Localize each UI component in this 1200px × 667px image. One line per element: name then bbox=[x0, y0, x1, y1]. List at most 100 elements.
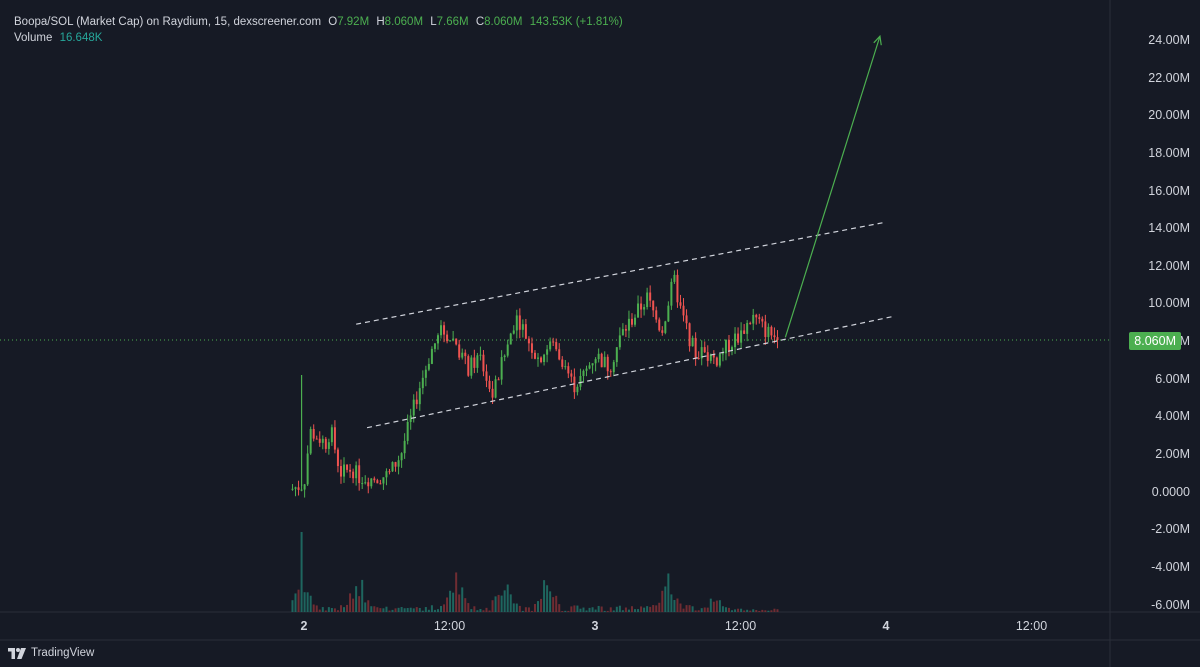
y-tick-label: 16.00M bbox=[1148, 183, 1190, 198]
candle-body bbox=[546, 349, 549, 355]
candle-body bbox=[397, 460, 400, 467]
volume-bar bbox=[630, 606, 633, 612]
volume-bar bbox=[770, 610, 773, 612]
volume-bar bbox=[470, 609, 473, 612]
last-price-tag: 8.060M bbox=[1129, 332, 1181, 350]
volume-bar bbox=[473, 606, 476, 612]
volume-bar bbox=[691, 606, 694, 612]
volume-bar bbox=[549, 591, 552, 612]
legend-volume-row: Volume 16.648K bbox=[14, 30, 623, 46]
volume-bar bbox=[555, 595, 558, 612]
volume-bar bbox=[752, 609, 755, 612]
volume-bar bbox=[476, 610, 479, 612]
candle-body bbox=[440, 325, 443, 336]
candle-body bbox=[497, 379, 500, 381]
volume-bar bbox=[615, 606, 618, 612]
volume-bar bbox=[394, 608, 397, 612]
volume-bar bbox=[406, 608, 409, 612]
volume-bar bbox=[458, 594, 461, 612]
volume-bar bbox=[685, 605, 688, 612]
candle-body bbox=[318, 438, 321, 443]
candle-body bbox=[415, 399, 418, 405]
candle-body bbox=[746, 322, 749, 334]
y-tick-label: -4.00M bbox=[1151, 559, 1190, 574]
candle-body bbox=[494, 379, 497, 398]
volume-bar bbox=[588, 607, 591, 612]
volume-bar bbox=[718, 600, 721, 612]
volume-bar bbox=[576, 605, 579, 612]
volume-bar bbox=[427, 609, 430, 612]
candle-body bbox=[537, 357, 540, 359]
projection-arrow-head bbox=[873, 34, 882, 46]
candle-body bbox=[749, 322, 752, 324]
volume-bar bbox=[746, 609, 749, 612]
candle-body bbox=[740, 330, 743, 343]
volume-bar bbox=[455, 572, 458, 612]
candle-body bbox=[479, 354, 482, 356]
candle-body bbox=[658, 319, 661, 331]
candle-body bbox=[333, 427, 336, 450]
volume-bar bbox=[333, 608, 336, 612]
candle-body bbox=[734, 333, 737, 348]
candle-body bbox=[634, 317, 637, 325]
candle-body bbox=[679, 302, 682, 306]
candle-body bbox=[670, 281, 673, 306]
volume-bar bbox=[624, 607, 627, 612]
candle-body bbox=[752, 314, 755, 324]
volume-bar bbox=[349, 593, 352, 612]
candle-body bbox=[773, 335, 776, 338]
candle-body bbox=[358, 465, 361, 484]
volume-bar bbox=[561, 610, 564, 612]
high-value: 8.060M bbox=[384, 16, 424, 28]
volume-bar bbox=[618, 605, 621, 612]
volume-bar bbox=[409, 607, 412, 612]
x-tick-label: 12:00 bbox=[433, 619, 466, 633]
y-tick-label: 10.00M bbox=[1148, 296, 1190, 311]
volume-bar bbox=[315, 605, 318, 612]
candle-body bbox=[603, 356, 606, 368]
candle-body bbox=[527, 338, 530, 344]
candle-body bbox=[530, 343, 533, 353]
candle-body bbox=[737, 333, 740, 343]
candle-body bbox=[346, 464, 349, 470]
candle-body bbox=[697, 358, 700, 360]
volume-bar bbox=[594, 609, 597, 612]
volume-bar bbox=[452, 592, 455, 612]
candle-body bbox=[309, 428, 312, 454]
candle-body bbox=[406, 421, 409, 441]
volume-bar bbox=[533, 603, 536, 612]
candle-body bbox=[712, 354, 715, 358]
candle-body bbox=[688, 323, 691, 347]
candle-body bbox=[427, 363, 430, 370]
high-label: H bbox=[376, 16, 385, 28]
volume-bar bbox=[761, 609, 764, 612]
candle-body bbox=[673, 274, 676, 282]
y-tick-label: 0.0000 bbox=[1151, 484, 1190, 499]
candle-body bbox=[349, 469, 352, 472]
candle-body bbox=[452, 338, 455, 341]
candle-body bbox=[291, 488, 294, 490]
candle-body bbox=[512, 330, 515, 334]
volume-bar bbox=[573, 605, 576, 612]
volume-bar bbox=[767, 610, 770, 612]
candle-body bbox=[473, 357, 476, 368]
candle-body bbox=[731, 347, 734, 351]
candle-body bbox=[549, 341, 552, 350]
volume-bar bbox=[579, 608, 582, 612]
candle-body bbox=[582, 370, 585, 377]
candle-body bbox=[661, 330, 664, 333]
candle-body bbox=[443, 325, 446, 335]
candle-body bbox=[315, 438, 318, 440]
volume-bar bbox=[327, 607, 330, 612]
volume-bar bbox=[637, 609, 640, 612]
candle-body bbox=[327, 442, 330, 449]
candle-body bbox=[382, 477, 385, 484]
low-value: 7.66M bbox=[436, 16, 469, 28]
projection-arrow-line bbox=[784, 36, 881, 338]
tradingview-logo[interactable]: TradingView bbox=[8, 647, 94, 659]
candle-body bbox=[561, 359, 564, 367]
y-tick-label: -6.00M bbox=[1151, 597, 1190, 612]
candle-body bbox=[433, 343, 436, 349]
volume-bar bbox=[731, 610, 734, 612]
